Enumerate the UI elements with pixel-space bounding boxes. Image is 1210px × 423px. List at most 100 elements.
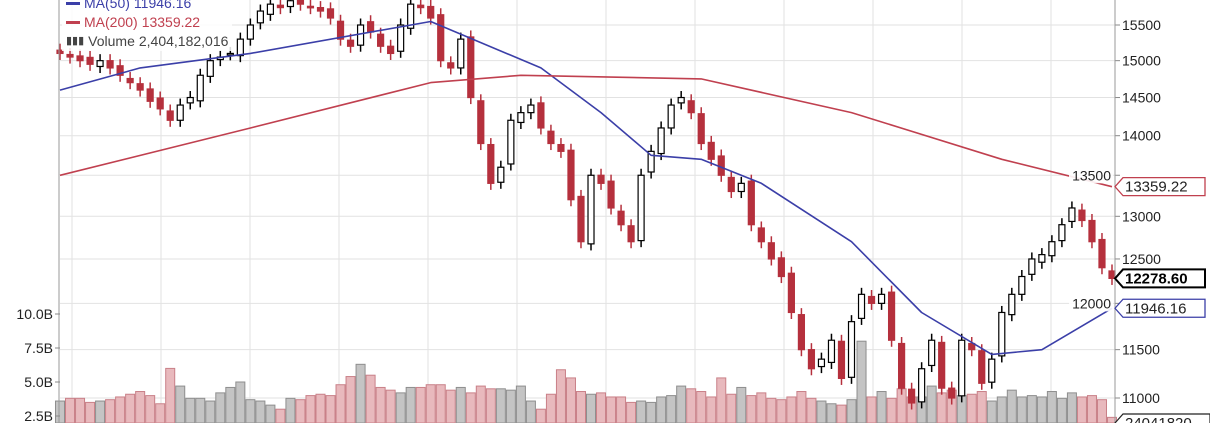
volume-bar [305, 395, 316, 423]
candle-body [487, 143, 495, 184]
price-tick-label: 13000 [1122, 208, 1161, 224]
volume-bar [926, 385, 937, 423]
candle-body [968, 342, 976, 351]
candle-body [877, 293, 886, 304]
candle-body [847, 321, 856, 378]
ma200-value-tag-box [1114, 177, 1206, 197]
volume-bar [1046, 391, 1057, 423]
volume-bar [425, 384, 436, 423]
moving-averages [59, 20, 1113, 356]
volume-bar [1026, 395, 1037, 423]
volume-bar [245, 399, 256, 423]
candle-body [206, 60, 214, 77]
candle-body [316, 6, 325, 12]
volume-bar [966, 393, 977, 423]
candle-body [447, 62, 455, 69]
volume-bar [285, 397, 296, 423]
volume-bar [976, 391, 987, 423]
volume-bar [646, 401, 657, 423]
candle-body [497, 166, 505, 183]
candle-body [126, 77, 134, 84]
volume-bar [986, 400, 997, 423]
candle-body [266, 3, 274, 15]
volume-bar [886, 397, 897, 423]
candle-body [637, 174, 645, 242]
volume-bar [596, 392, 607, 423]
volume-bar [155, 403, 166, 423]
volume-bar [365, 374, 376, 423]
volume-bar [385, 389, 396, 423]
volume-bar [205, 400, 216, 423]
candle-body [667, 104, 675, 129]
volume-bar [836, 404, 847, 423]
candle-body [196, 74, 204, 102]
candle-body [597, 174, 605, 184]
legend: MA(50) 11946.16 MA(200) 13359.22 ▮▮▮ Volume… [62, 0, 233, 51]
candle-body [617, 210, 625, 226]
price-tick-label: 12500 [1122, 251, 1161, 267]
volume-bar [565, 377, 576, 423]
candle-body [577, 195, 585, 243]
candle-body [186, 96, 194, 104]
candle-body [697, 113, 705, 145]
volume-bar [606, 396, 617, 423]
volume-bar [505, 389, 516, 423]
volume-bar [85, 401, 96, 423]
last-volume-tag: 24041820 [1125, 415, 1192, 423]
volume-bar [495, 388, 506, 423]
ma200-swatch [66, 21, 80, 24]
volume-bar [345, 376, 356, 423]
volume-bar [335, 384, 346, 423]
candle-body [527, 104, 535, 114]
candle-body [537, 102, 545, 129]
volume-bar [445, 389, 456, 423]
ma50-swatch [66, 2, 80, 5]
volume-tick-label: 10.0B [16, 306, 53, 322]
candle-body [286, 0, 295, 8]
volume-bar [1066, 392, 1077, 423]
candle-body [96, 60, 104, 68]
volume-bar [756, 392, 767, 423]
volume-bar [75, 397, 86, 423]
candle-body [1068, 207, 1076, 223]
candle-body [427, 5, 435, 19]
candle-body [1048, 241, 1056, 257]
volume-bar [616, 396, 627, 423]
candle-body [1038, 254, 1046, 263]
price-tick-label: 14000 [1122, 128, 1161, 144]
volume-bar [355, 363, 366, 423]
volume-bar [65, 397, 76, 423]
volume-bar [175, 385, 186, 423]
candle-body [787, 272, 795, 314]
candle-body [998, 311, 1006, 357]
candle-body [1058, 224, 1066, 242]
volume-bar [165, 367, 176, 423]
candle-body [236, 38, 244, 57]
volume-bar [786, 396, 797, 423]
candle-body [477, 100, 485, 145]
volume-bar [485, 388, 496, 423]
legend-volume: ▮▮▮ Volume 2,404,182,016 [66, 33, 229, 49]
candle-body [978, 350, 986, 384]
last-price-tag: 12278.60 [1125, 270, 1188, 287]
volume-bar [225, 386, 236, 423]
volume-bar [1096, 399, 1107, 423]
volume-bar [295, 399, 306, 423]
last-volume-tag-box [1114, 413, 1210, 423]
bar-chart-icon: ▮▮▮ [66, 35, 85, 47]
volume-bar [996, 396, 1007, 423]
volume-bar [575, 391, 587, 423]
ma200-value-tag: 13359.22 [1125, 179, 1188, 196]
volume-bar [806, 397, 817, 423]
candle-body [647, 150, 655, 173]
ma50-value-tag-box [1114, 298, 1206, 318]
price-tick-label: 12000 [1072, 295, 1111, 311]
volume-bar [726, 393, 737, 423]
volume-bars [54, 340, 1118, 423]
volume-bar [826, 403, 837, 423]
candle-body [988, 358, 996, 383]
volume-bar [405, 386, 416, 423]
candle-body [807, 349, 816, 370]
volume-bar [115, 396, 126, 423]
